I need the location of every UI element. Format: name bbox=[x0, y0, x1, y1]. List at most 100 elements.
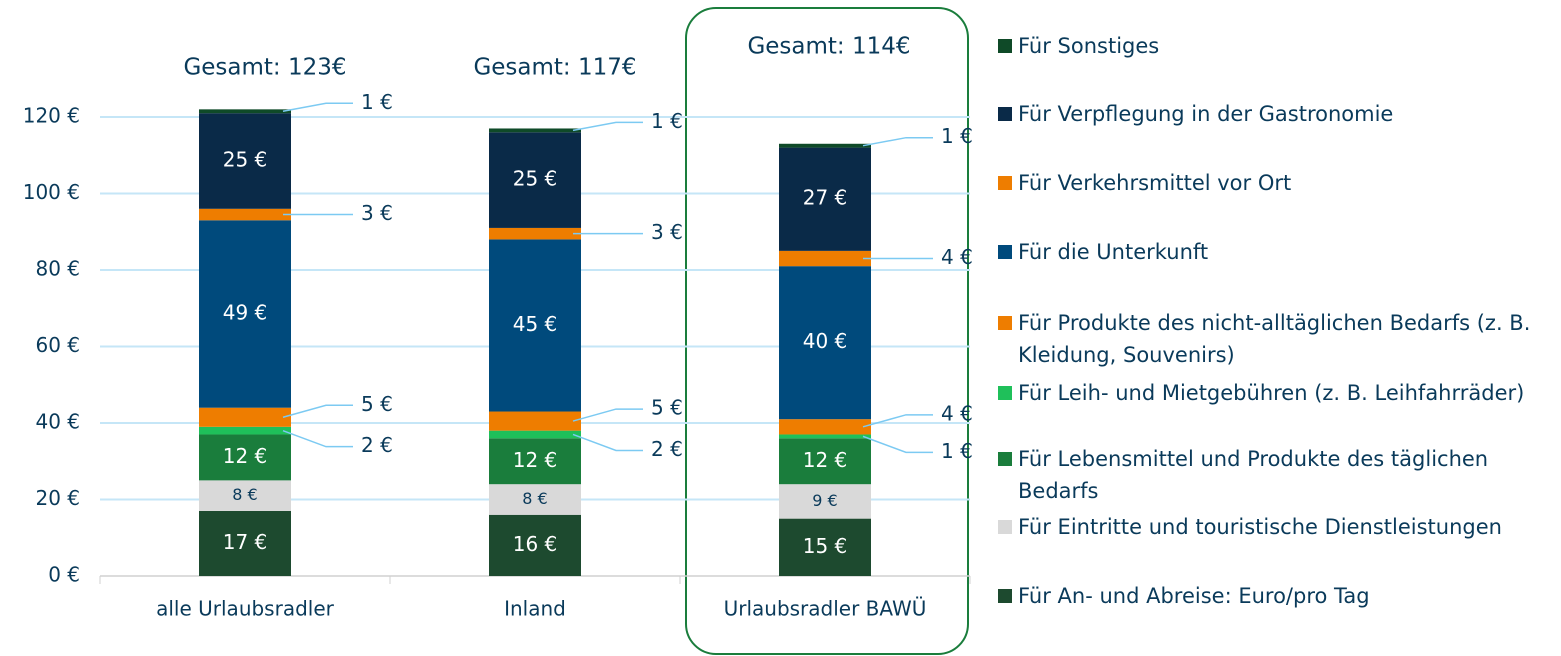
bar-segment bbox=[779, 484, 871, 519]
leader-line bbox=[862, 435, 933, 454]
y-tick-label: 20 € bbox=[35, 486, 80, 510]
legend-swatch bbox=[998, 176, 1012, 190]
value-label: 12 € bbox=[513, 448, 558, 472]
legend-swatch bbox=[998, 386, 1012, 400]
value-label: 1 € bbox=[941, 124, 973, 148]
value-label: 25 € bbox=[223, 147, 268, 171]
bar-segment bbox=[489, 128, 581, 133]
y-tick-label: 0 € bbox=[48, 563, 80, 587]
bar-segment bbox=[199, 109, 291, 114]
y-tick-label: 60 € bbox=[35, 333, 80, 357]
value-label: 1 € bbox=[361, 90, 393, 114]
legend-item: Für Verkehrsmittel vor Ort bbox=[998, 167, 1558, 199]
legend-item: Für Produkte des nicht-alltäglichen Beda… bbox=[998, 307, 1558, 371]
bar-segment bbox=[779, 143, 871, 148]
bar-segment bbox=[199, 113, 291, 209]
legend-label: Für Sonstiges bbox=[1018, 34, 1160, 58]
total-label: Gesamt: 123€ bbox=[183, 55, 346, 81]
value-label: 12 € bbox=[803, 448, 848, 472]
value-label: 5 € bbox=[651, 396, 683, 420]
value-label: 16 € bbox=[513, 532, 558, 556]
leader-line bbox=[282, 102, 353, 112]
value-label: 4 € bbox=[941, 245, 973, 269]
bar-segment bbox=[779, 438, 871, 485]
bar-segment bbox=[779, 518, 871, 576]
legend-label: Für Verpflegung in der Gastronomie bbox=[1018, 102, 1394, 126]
leader-line bbox=[572, 433, 643, 452]
value-label: 15 € bbox=[803, 534, 848, 558]
legend-swatch bbox=[998, 245, 1012, 259]
value-label: 1 € bbox=[651, 109, 683, 133]
value-label: 45 € bbox=[513, 312, 558, 336]
legend-swatch bbox=[998, 107, 1012, 121]
value-label: 1 € bbox=[941, 439, 973, 463]
x-tick-label: Inland bbox=[504, 597, 566, 621]
leader-line bbox=[282, 404, 353, 418]
legend-item: Für Lebensmittel und Produkte des täglic… bbox=[998, 443, 1558, 507]
bar-segment bbox=[779, 147, 871, 251]
highlight-frame bbox=[685, 7, 969, 655]
value-label: 8 € bbox=[232, 485, 257, 504]
legend-label: Für Verkehrsmittel vor Ort bbox=[1018, 171, 1292, 195]
legend-item: Für Sonstiges bbox=[998, 30, 1558, 62]
legend-label: Für Eintritte und touristische Dienstlei… bbox=[1018, 515, 1502, 539]
bar-segment bbox=[489, 438, 581, 485]
leader-line bbox=[862, 414, 933, 428]
value-label: 40 € bbox=[803, 329, 848, 353]
bar-segment bbox=[199, 208, 291, 221]
legend-item: Für An- und Abreise: Euro/pro Tag bbox=[998, 580, 1558, 612]
bar-segment bbox=[489, 430, 581, 439]
value-label: 5 € bbox=[361, 392, 393, 416]
y-tick-label: 120 € bbox=[23, 104, 80, 128]
value-label: 8 € bbox=[522, 489, 547, 508]
bar-segment bbox=[489, 484, 581, 515]
value-label: 12 € bbox=[223, 444, 268, 468]
leader-line bbox=[862, 136, 933, 147]
value-label: 4 € bbox=[941, 401, 973, 425]
bar-segment bbox=[489, 132, 581, 228]
bar-segment bbox=[779, 250, 871, 267]
legend-label: Für Lebensmittel und Produkte des täglic… bbox=[1018, 447, 1489, 503]
bar-segment bbox=[199, 480, 291, 511]
legend-swatch bbox=[998, 452, 1012, 466]
total-label: Gesamt: 114€ bbox=[747, 34, 910, 60]
y-tick-label: 80 € bbox=[35, 257, 80, 281]
bar-segment bbox=[489, 239, 581, 412]
total-label: Gesamt: 117€ bbox=[473, 55, 636, 81]
leader-line bbox=[282, 429, 353, 448]
x-tick-label: alle Urlaubsradler bbox=[156, 597, 335, 621]
value-label: 3 € bbox=[361, 201, 393, 225]
y-tick-label: 100 € bbox=[23, 180, 80, 204]
legend-swatch bbox=[998, 39, 1012, 53]
value-label: 2 € bbox=[361, 433, 393, 457]
value-label: 17 € bbox=[223, 530, 268, 554]
legend-swatch bbox=[998, 520, 1012, 534]
value-label: 25 € bbox=[513, 167, 558, 191]
legend-label: Für Produkte des nicht-alltäglichen Beda… bbox=[1018, 311, 1531, 367]
legend-item: Für die Unterkunft bbox=[998, 236, 1558, 268]
legend-label: Für Leih- und Mietgebühren (z. B. Leihfa… bbox=[1018, 381, 1525, 405]
value-label: 49 € bbox=[223, 300, 268, 324]
leader-line bbox=[572, 408, 643, 422]
bar-segment bbox=[199, 426, 291, 435]
legend-label: Für An- und Abreise: Euro/pro Tag bbox=[1018, 584, 1370, 608]
bar-segment bbox=[779, 419, 871, 435]
legend-swatch bbox=[998, 589, 1012, 603]
bar-segment bbox=[489, 514, 581, 576]
y-tick-label: 40 € bbox=[35, 410, 80, 434]
value-label: 27 € bbox=[803, 186, 848, 210]
legend-item: Für Leih- und Mietgebühren (z. B. Leihfa… bbox=[998, 377, 1558, 409]
x-tick-label: Urlaubsradler BAWÜ bbox=[724, 597, 927, 621]
legend-item: Für Eintritte und touristische Dienstlei… bbox=[998, 511, 1558, 543]
value-label: 3 € bbox=[651, 220, 683, 244]
legend-swatch bbox=[998, 316, 1012, 330]
legend-label: Für die Unterkunft bbox=[1018, 240, 1209, 264]
bar-segment bbox=[779, 266, 871, 420]
bar-segment bbox=[199, 434, 291, 481]
bar-segment bbox=[489, 411, 581, 431]
bar-segment bbox=[199, 510, 291, 576]
value-label: 9 € bbox=[812, 491, 837, 510]
bar-segment bbox=[199, 407, 291, 427]
legend-item: Für Verpflegung in der Gastronomie bbox=[998, 98, 1558, 130]
